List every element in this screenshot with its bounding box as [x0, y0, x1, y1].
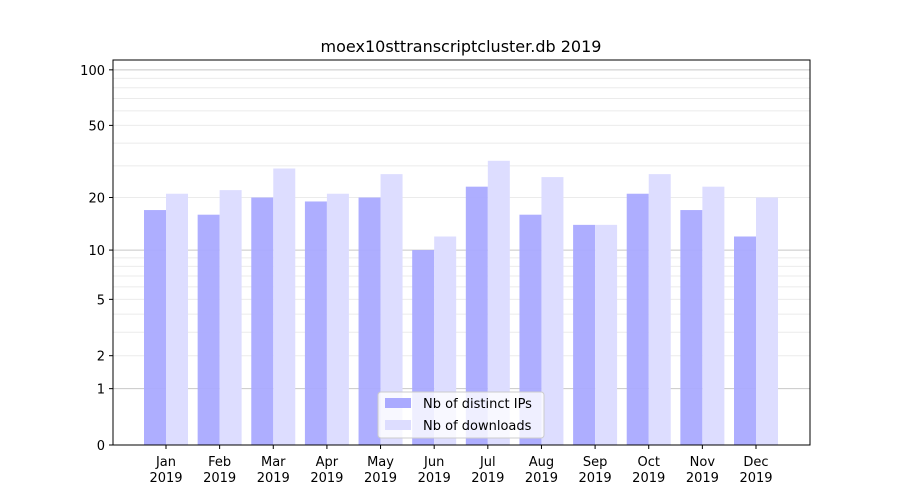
- chart-title: moex10sttranscriptcluster.db 2019: [321, 37, 602, 56]
- bar-downloads: [487, 160, 510, 445]
- x-tick-label: May: [367, 455, 394, 470]
- x-tick-label: Jun: [423, 455, 444, 470]
- x-tick-label: Apr: [316, 455, 339, 470]
- x-tick-label: 2019: [686, 471, 719, 486]
- legend-swatch-ips: [385, 398, 411, 408]
- bar-downloads: [166, 193, 188, 445]
- bar-distinct-ips: [304, 201, 327, 445]
- bar-distinct-ips: [573, 224, 596, 445]
- y-tick-label: 50: [88, 119, 105, 134]
- legend: Nb of distinct IPs Nb of downloads: [377, 391, 545, 439]
- bar-distinct-ips: [734, 236, 756, 445]
- x-tick-label: 2019: [525, 471, 558, 486]
- y-tick-label: 5: [97, 293, 105, 308]
- x-tick-label: 2019: [203, 471, 236, 486]
- x-tick-label: 2019: [418, 471, 451, 486]
- bar-distinct-ips: [144, 210, 166, 445]
- bar-downloads: [648, 174, 671, 445]
- x-tick-label: 2019: [471, 471, 504, 486]
- y-tick-label: 2: [97, 350, 105, 365]
- x-tick-label: Feb: [208, 455, 231, 470]
- bar-distinct-ips: [251, 197, 274, 445]
- bar-distinct-ips: [680, 210, 703, 445]
- bar-downloads: [702, 186, 725, 446]
- bar-downloads: [273, 168, 296, 445]
- y-tick-label: 20: [88, 192, 105, 207]
- x-tick-label: Nov: [690, 455, 716, 470]
- y-tick-label: 100: [80, 64, 105, 79]
- x-tick-label: Jan: [155, 455, 176, 470]
- y-tick-label: 0: [97, 439, 105, 454]
- x-tick-label: Dec: [743, 455, 768, 470]
- bar-downloads: [756, 197, 778, 445]
- legend-swatch-downloads: [385, 420, 411, 430]
- bar-distinct-ips: [358, 197, 381, 445]
- bar-downloads: [595, 224, 618, 445]
- bar-distinct-ips: [626, 193, 649, 445]
- x-tick-label: Oct: [637, 455, 659, 470]
- x-tick-label: Jul: [479, 455, 496, 470]
- x-tick-label: 2019: [364, 471, 397, 486]
- x-tick-label: 2019: [739, 471, 772, 486]
- bar-distinct-ips: [465, 186, 488, 446]
- x-tick-label: Sep: [583, 455, 608, 470]
- axes-frame: [112, 59, 811, 446]
- x-tick-label: Mar: [261, 455, 286, 470]
- y-tick-label: 10: [88, 244, 105, 259]
- bar-downloads: [326, 193, 349, 445]
- x-tick-label: 2019: [632, 471, 665, 486]
- legend-label-ips: Nb of distinct IPs: [423, 397, 532, 412]
- x-tick-label: 2019: [257, 471, 290, 486]
- bar-downloads: [541, 177, 564, 445]
- bar-downloads: [219, 190, 242, 445]
- bar-distinct-ips: [519, 214, 542, 445]
- bar-downloads: [380, 174, 403, 445]
- x-tick-label: Aug: [529, 455, 554, 470]
- x-tick-label: 2019: [149, 471, 182, 486]
- x-tick-label: 2019: [579, 471, 612, 486]
- bar-distinct-ips: [197, 214, 220, 445]
- y-tick-label: 1: [97, 383, 105, 398]
- legend-label-downloads: Nb of downloads: [423, 419, 532, 434]
- x-tick-label: 2019: [310, 471, 343, 486]
